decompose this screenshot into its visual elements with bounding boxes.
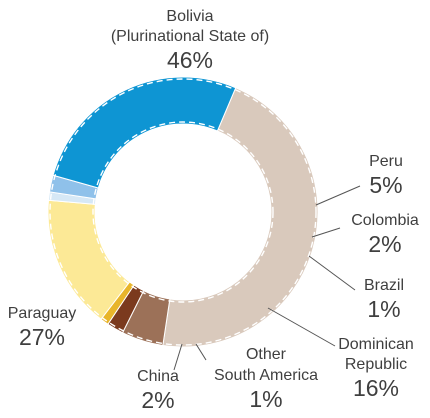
slice-value-label: 1% [367, 296, 400, 322]
slice-value-label: 2% [368, 231, 401, 257]
leader-line-other-south-america [195, 343, 207, 361]
leader-line-dominican-republic [267, 307, 336, 347]
label-other-south-america: Other South America 1% [214, 346, 318, 412]
slice-name-line: Bolivia [166, 8, 213, 25]
slice-value-label: 46% [167, 47, 213, 73]
leader-line-colombia [311, 227, 341, 238]
slice-name-line: Republic [345, 356, 407, 373]
outer-dashed-ring [49, 78, 317, 346]
label-brazil: Brazil 1% [364, 277, 404, 322]
donut-outline [49, 78, 317, 346]
slice-name-line: Colombia [351, 212, 419, 229]
label-dominican-republic: Dominican Republic 16% [338, 336, 414, 401]
label-colombia: Colombia 2% [351, 212, 419, 257]
label-bolivia: Bolivia (Plurinational State of) 46% [111, 8, 269, 73]
leader-line-china [173, 343, 183, 371]
slice-name-line: Paraguay [8, 305, 77, 322]
leader-lines [173, 185, 361, 371]
slice-name-line: Brazil [364, 277, 404, 294]
slice-value-label: 5% [369, 172, 402, 198]
slice-paraguay [52, 76, 237, 189]
slice-name-line: Peru [369, 153, 403, 170]
leader-line-brazil [308, 255, 356, 291]
slice-name-line: China [137, 368, 179, 385]
slice-name-line: (Plurinational State of) [111, 28, 269, 45]
label-peru: Peru 5% [369, 153, 403, 198]
donut-slices [47, 76, 319, 348]
slice-name-line: South America [214, 367, 318, 384]
slice-name-line: Other [246, 346, 287, 363]
slice-bolivia [162, 87, 319, 348]
slice-value-label: 2% [141, 387, 174, 413]
label-paraguay: Paraguay 27% [8, 305, 77, 350]
leader-line-peru [315, 185, 361, 206]
inner-dashed-ring [92, 121, 274, 303]
slice-value-label: 16% [353, 375, 399, 401]
slice-value-label: 27% [19, 324, 65, 350]
slice-value-label: 1% [249, 386, 282, 412]
label-china: China 2% [137, 368, 179, 413]
slice-name-line: Dominican [338, 336, 414, 353]
